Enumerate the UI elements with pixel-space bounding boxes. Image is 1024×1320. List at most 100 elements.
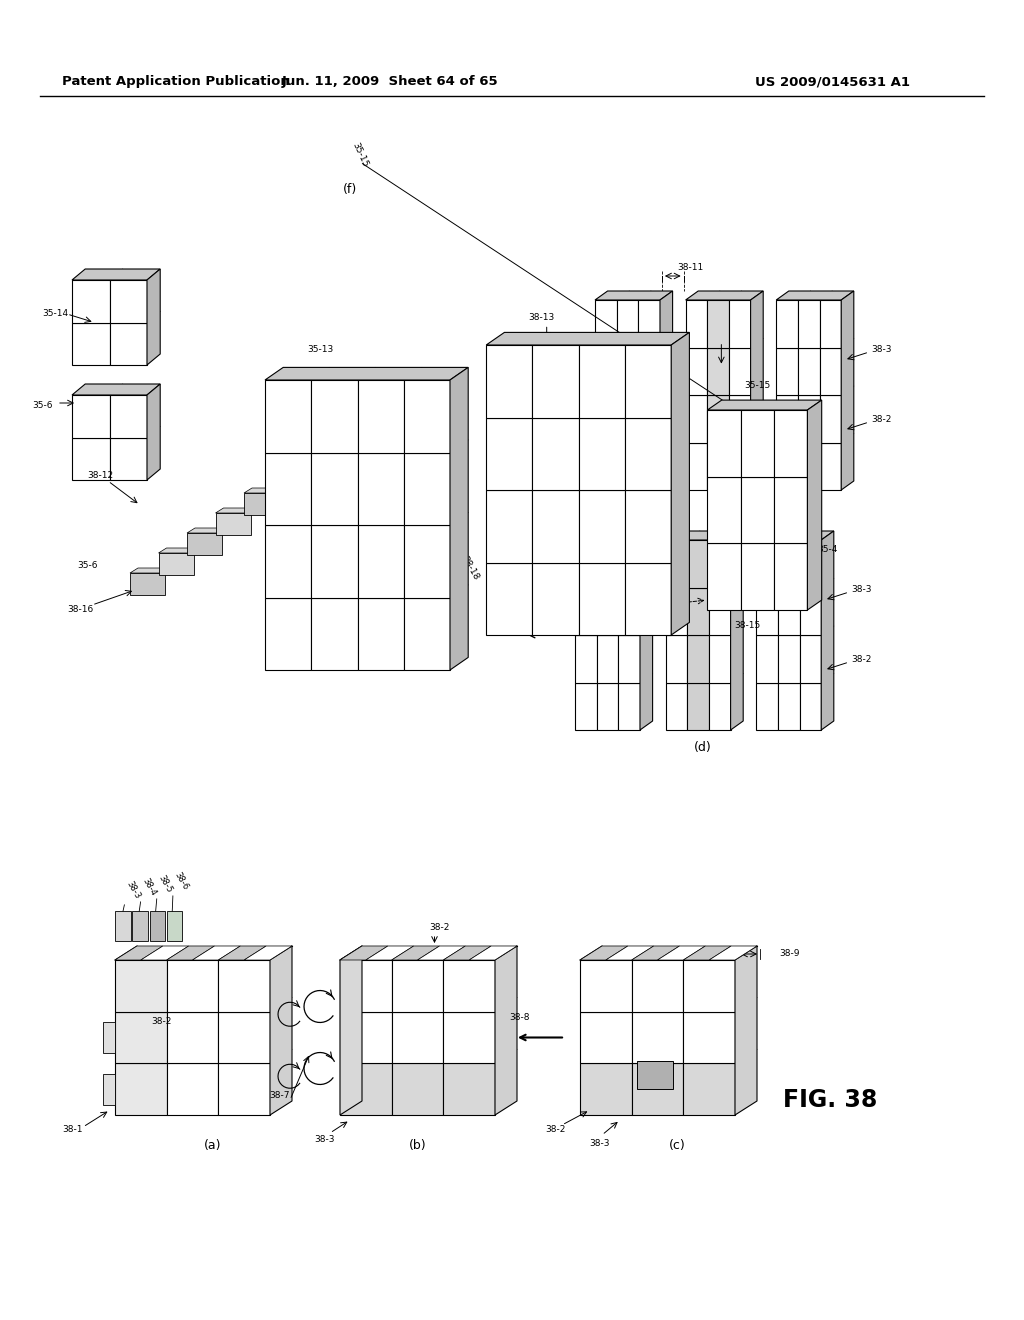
Polygon shape <box>595 347 616 395</box>
Text: US 2009/0145631 A1: US 2009/0145631 A1 <box>755 75 910 88</box>
Polygon shape <box>115 946 163 960</box>
Polygon shape <box>683 946 731 960</box>
Polygon shape <box>103 1073 115 1105</box>
Polygon shape <box>311 380 357 453</box>
Polygon shape <box>683 1064 735 1115</box>
Polygon shape <box>683 960 735 1011</box>
Text: 35-13: 35-13 <box>307 345 334 354</box>
Text: 38-17: 38-17 <box>295 569 315 597</box>
Polygon shape <box>657 946 706 960</box>
Polygon shape <box>358 408 401 413</box>
Polygon shape <box>580 1064 632 1115</box>
Polygon shape <box>580 946 628 960</box>
Polygon shape <box>532 490 579 562</box>
Polygon shape <box>625 562 671 635</box>
Polygon shape <box>443 1011 495 1064</box>
Polygon shape <box>729 395 751 442</box>
Text: 35-4: 35-4 <box>817 545 838 554</box>
Polygon shape <box>666 540 687 587</box>
Polygon shape <box>776 395 798 442</box>
Polygon shape <box>244 488 287 492</box>
Polygon shape <box>756 540 778 587</box>
Polygon shape <box>486 490 532 562</box>
Polygon shape <box>147 269 160 366</box>
Polygon shape <box>821 531 834 730</box>
Polygon shape <box>265 367 468 380</box>
Polygon shape <box>301 447 344 453</box>
Polygon shape <box>575 587 597 635</box>
Polygon shape <box>443 1064 495 1115</box>
Polygon shape <box>616 395 638 442</box>
Polygon shape <box>616 347 638 395</box>
Polygon shape <box>819 300 841 347</box>
Polygon shape <box>740 411 774 477</box>
Polygon shape <box>632 946 680 960</box>
Polygon shape <box>625 417 671 490</box>
Polygon shape <box>666 682 687 730</box>
Polygon shape <box>819 395 841 442</box>
Polygon shape <box>579 490 625 562</box>
Polygon shape <box>756 531 834 540</box>
Polygon shape <box>666 531 743 540</box>
Polygon shape <box>147 384 160 480</box>
Polygon shape <box>187 533 222 554</box>
Polygon shape <box>115 1011 167 1064</box>
Polygon shape <box>638 395 660 442</box>
Polygon shape <box>776 442 798 490</box>
Polygon shape <box>819 347 841 395</box>
Polygon shape <box>244 492 279 515</box>
Polygon shape <box>708 411 740 477</box>
Polygon shape <box>740 477 774 544</box>
Polygon shape <box>597 540 618 587</box>
Polygon shape <box>687 540 709 587</box>
Polygon shape <box>272 469 315 473</box>
Polygon shape <box>686 347 708 395</box>
Polygon shape <box>103 1022 115 1053</box>
Polygon shape <box>776 347 798 395</box>
Polygon shape <box>638 347 660 395</box>
Polygon shape <box>640 531 652 730</box>
Polygon shape <box>708 400 821 411</box>
Polygon shape <box>532 562 579 635</box>
Polygon shape <box>403 380 450 453</box>
Polygon shape <box>575 540 597 587</box>
Text: 38-2: 38-2 <box>545 1126 565 1134</box>
Text: 38-2: 38-2 <box>152 1018 172 1027</box>
Polygon shape <box>579 562 625 635</box>
Text: 38-16: 38-16 <box>67 606 93 615</box>
Polygon shape <box>708 544 740 610</box>
Polygon shape <box>532 345 579 417</box>
Polygon shape <box>686 395 708 442</box>
Polygon shape <box>729 347 751 395</box>
Polygon shape <box>72 395 110 437</box>
Polygon shape <box>841 290 854 490</box>
Polygon shape <box>756 587 778 635</box>
Polygon shape <box>218 960 270 1011</box>
Polygon shape <box>625 345 671 417</box>
Polygon shape <box>776 290 854 300</box>
Text: 38-6: 38-6 <box>173 870 190 891</box>
Polygon shape <box>730 531 743 730</box>
Polygon shape <box>778 682 800 730</box>
Polygon shape <box>265 380 311 453</box>
Polygon shape <box>687 635 709 682</box>
Polygon shape <box>575 682 597 730</box>
Polygon shape <box>340 946 362 1115</box>
Text: 38-5: 38-5 <box>157 874 174 895</box>
Polygon shape <box>671 333 689 635</box>
Polygon shape <box>115 911 130 941</box>
Polygon shape <box>597 635 618 682</box>
Polygon shape <box>403 453 450 525</box>
Polygon shape <box>218 946 266 960</box>
Polygon shape <box>265 453 311 525</box>
Polygon shape <box>167 911 182 941</box>
Text: 38-11: 38-11 <box>677 264 703 272</box>
Polygon shape <box>215 508 258 513</box>
Text: 38-18: 38-18 <box>460 554 480 582</box>
Polygon shape <box>218 1064 270 1115</box>
Polygon shape <box>486 345 532 417</box>
Polygon shape <box>683 1011 735 1064</box>
Text: (d): (d) <box>693 742 712 755</box>
Polygon shape <box>798 442 819 490</box>
Polygon shape <box>729 442 751 490</box>
